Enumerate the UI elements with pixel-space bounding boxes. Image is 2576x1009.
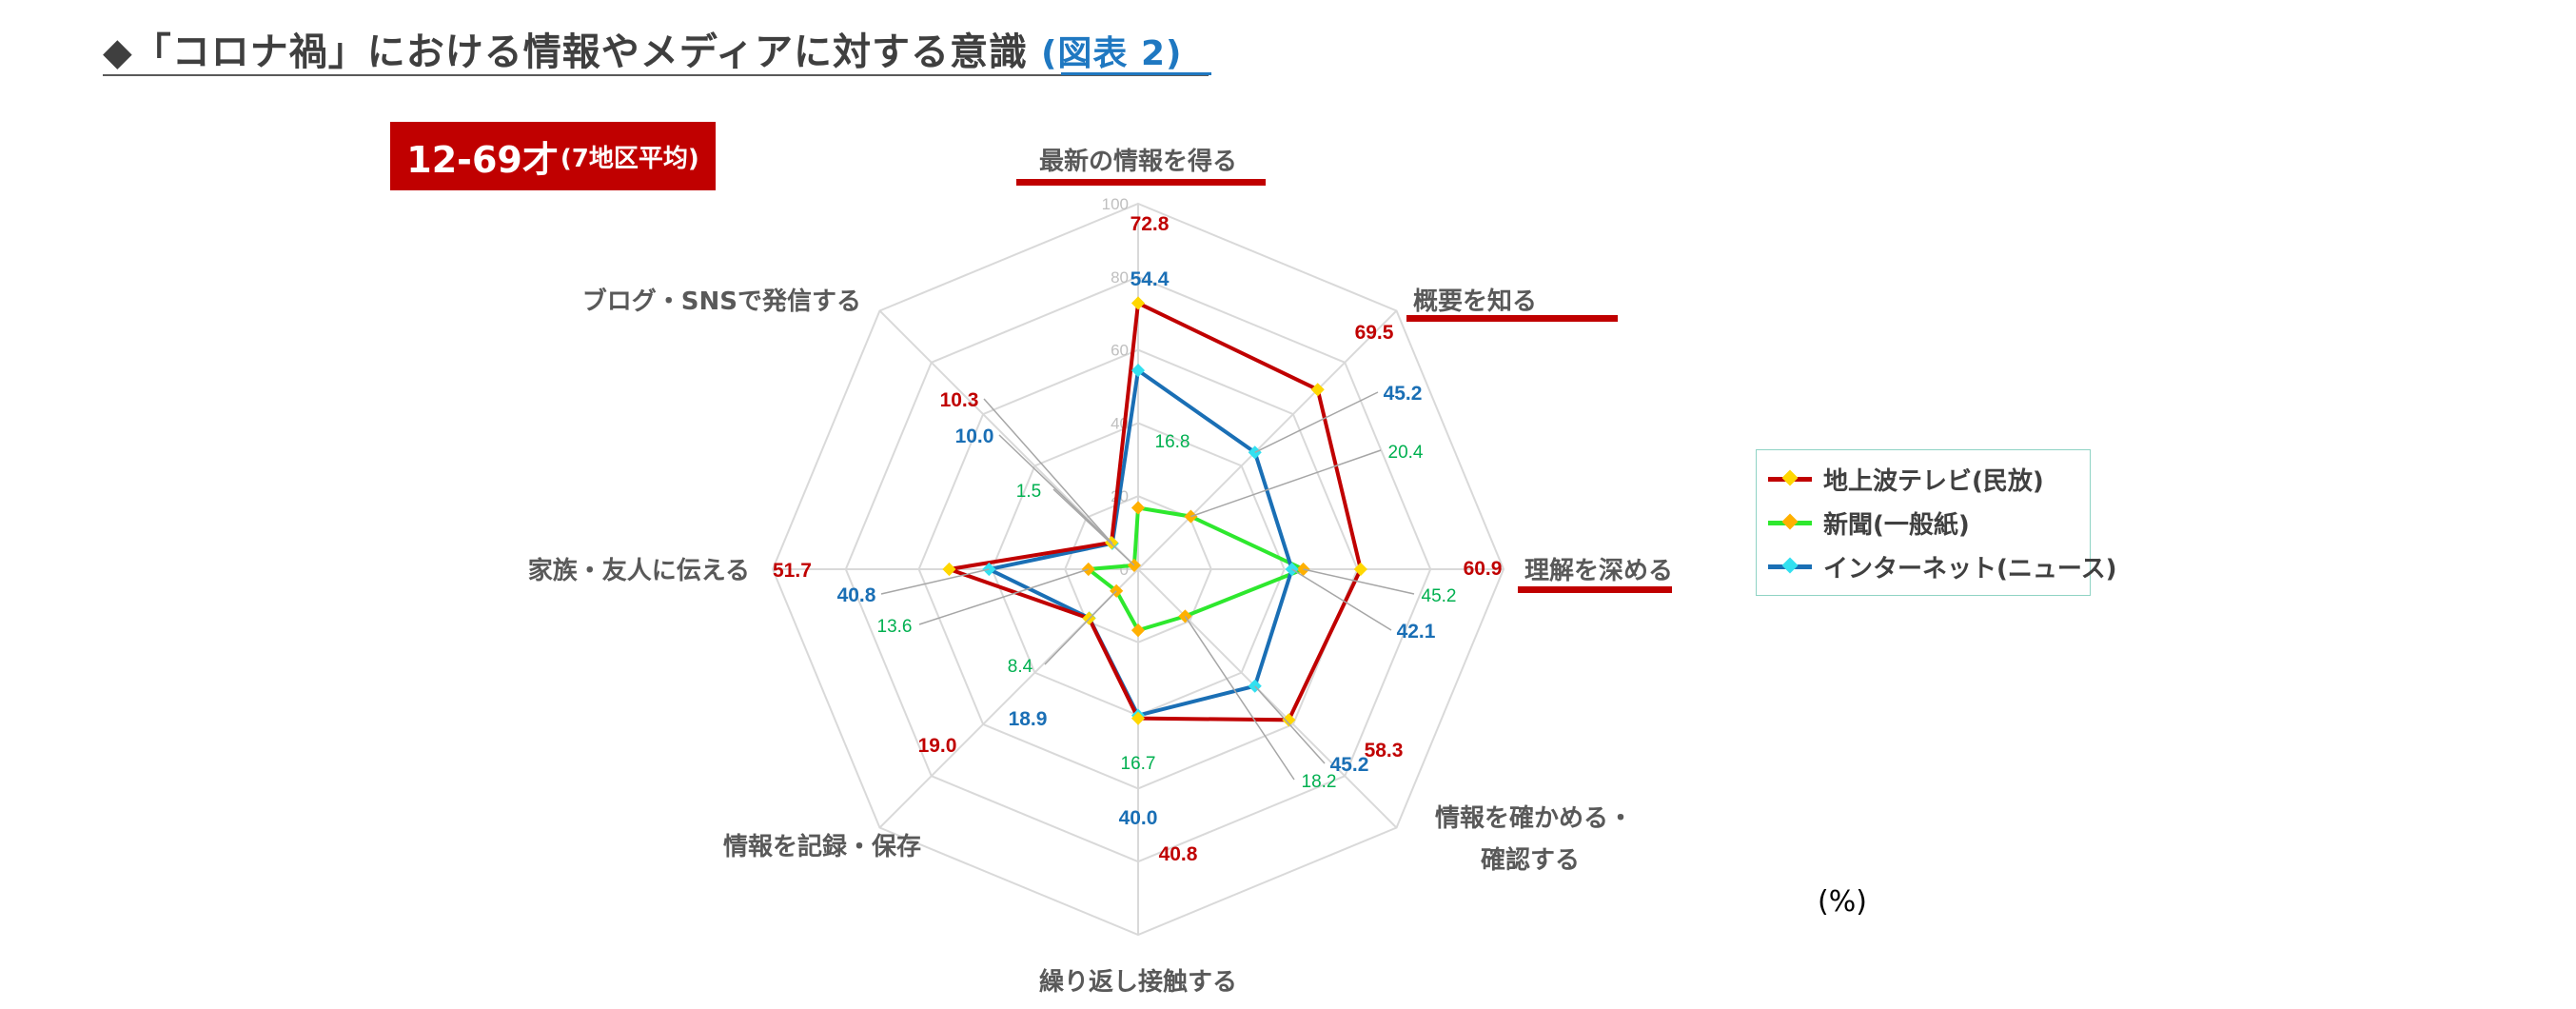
legend-item-newspaper: 新聞(一般紙): [1768, 504, 1970, 542]
data-point-tv: [1131, 296, 1146, 310]
title-underline: [103, 74, 1209, 76]
category-label: ブログ・SNSで発信する: [582, 287, 861, 316]
data-label-internet: 45.2: [1384, 383, 1423, 405]
data-label-internet: 40.0: [1119, 807, 1158, 829]
data-point-newspaper: [1131, 501, 1146, 515]
data-label-newspaper: 16.8: [1155, 432, 1190, 452]
badge-main-text: 12-69才: [406, 138, 559, 181]
data-label-newspaper: 18.2: [1302, 772, 1337, 792]
page-title: ◆「コロナ禍」における情報やメディアに対する意識 (図表 2): [103, 21, 1182, 76]
data-label-internet: 18.9: [1009, 708, 1048, 730]
legend-label-tv: 地上波テレビ(民放): [1823, 466, 2044, 496]
data-label-tv: 10.3: [940, 389, 979, 411]
data-label-internet: 40.8: [837, 584, 876, 606]
data-label-internet: 45.2: [1330, 754, 1369, 776]
legend-item-tv: 地上波テレビ(民放): [1768, 460, 2044, 498]
leader-line: [998, 434, 1113, 544]
leader-line: [1190, 449, 1382, 518]
data-label-tv: 58.3: [1365, 740, 1404, 762]
data-point-tv: [942, 562, 956, 577]
leader-line: [1044, 590, 1117, 665]
category-label: 家族・友人に伝える: [528, 556, 750, 585]
unit-label: (%): [1818, 885, 1867, 919]
age-range-badge: 12-69才 (7地区平均): [390, 122, 716, 190]
category-label: 情報を確かめる・確認する: [1435, 803, 1633, 875]
data-label-newspaper: 45.2: [1422, 586, 1457, 606]
data-label-tv: 40.8: [1159, 843, 1198, 865]
data-label-internet: 42.1: [1397, 621, 1436, 643]
legend-item-internet: インターネット(ニュース): [1768, 547, 2116, 585]
tick-label: 100: [1102, 195, 1129, 213]
data-label-tv: 60.9: [1464, 558, 1503, 580]
data-point-tv: [1282, 713, 1296, 727]
figure-reference-underline: [1061, 72, 1211, 75]
category-label: 情報を記録・保存: [723, 832, 921, 861]
leader-line: [1254, 685, 1326, 764]
leader-line: [1254, 391, 1379, 453]
figure-reference: (図表 2): [1040, 34, 1183, 73]
leader-line: [1291, 568, 1392, 631]
data-point-internet: [1131, 364, 1146, 378]
grid-spoke: [1137, 568, 1398, 829]
data-point-tv: [1353, 562, 1367, 577]
legend-swatch-internet: [1768, 557, 1812, 573]
data-label-newspaper: 16.7: [1121, 754, 1156, 774]
data-label-internet: 54.4: [1131, 268, 1170, 290]
title-text: ◆「コロナ禍」における情報やメディアに対する意識: [103, 30, 1028, 74]
data-point-newspaper: [1131, 623, 1146, 638]
category-highlight-bar: [1518, 586, 1672, 593]
data-label-tv: 72.8: [1131, 213, 1170, 235]
legend-label-newspaper: 新聞(一般紙): [1823, 510, 1970, 540]
category-highlight-bar: [1016, 179, 1266, 186]
leader-line: [1303, 568, 1415, 595]
data-label-newspaper: 8.4: [1008, 657, 1033, 677]
leader-line: [1052, 488, 1135, 566]
category-label: 理解を深める: [1524, 557, 1673, 585]
chart-legend: 地上波テレビ(民放) 新聞(一般紙) インターネット(ニュース): [1756, 449, 2116, 596]
legend-label-internet: インターネット(ニュース): [1823, 554, 2117, 584]
data-label-internet: 10.0: [955, 425, 994, 447]
data-point-tv: [1310, 383, 1325, 397]
leader-line: [983, 398, 1112, 544]
grid-spoke: [1137, 309, 1398, 570]
category-label: 最新の情報を得る: [1039, 147, 1237, 176]
data-label-newspaper: 13.6: [877, 617, 913, 637]
leader-line: [1184, 616, 1295, 781]
badge-sub-text: (7地区平均): [560, 144, 699, 173]
tick-label: 60: [1111, 342, 1129, 360]
data-label-newspaper: 1.5: [1016, 482, 1041, 502]
legend-swatch-newspaper: [1768, 513, 1812, 529]
data-label-newspaper: 20.4: [1388, 443, 1424, 463]
tick-label: 80: [1111, 268, 1129, 287]
leader-line: [918, 568, 1090, 625]
category-label: 概要を知る: [1413, 287, 1537, 316]
legend-swatch-tv: [1768, 469, 1812, 485]
tick-label: 0: [1120, 561, 1129, 579]
data-label-tv: 19.0: [918, 735, 957, 757]
leader-line: [880, 568, 990, 595]
category-highlight-bar: [1406, 315, 1618, 322]
category-label: 繰り返し接触する: [1039, 967, 1237, 997]
data-label-tv: 51.7: [773, 560, 812, 582]
data-label-tv: 69.5: [1355, 322, 1394, 344]
data-point-tv: [1131, 711, 1146, 725]
